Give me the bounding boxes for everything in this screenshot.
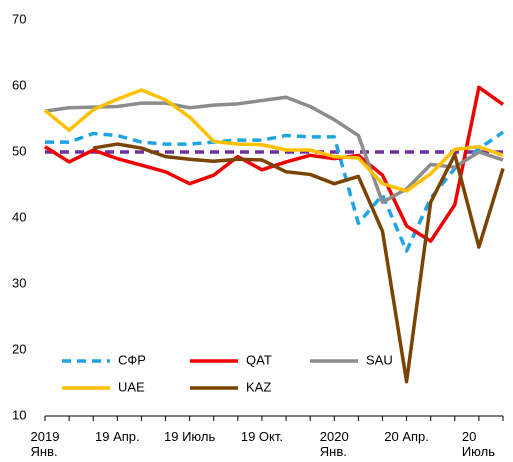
y-tick-label: 30 [12, 275, 26, 290]
x-tick-label: 19 Окт. [240, 429, 284, 444]
legend-label: KAZ [246, 379, 271, 394]
x-tick-label: 20 Июль [461, 429, 496, 459]
series-line [43, 88, 504, 193]
x-tick-label: 19 Июль [164, 429, 216, 444]
series-line [44, 95, 504, 204]
x-tick-label: 19 Апр. [95, 429, 140, 444]
legend-label: QAT [246, 352, 272, 367]
y-tick-label: 40 [12, 209, 26, 224]
series-line [45, 130, 504, 253]
y-tick-label: 70 [12, 11, 26, 26]
legend-label: SAU [366, 352, 393, 367]
series-line [92, 142, 505, 384]
y-tick-label: 20 [12, 341, 26, 356]
legend-label: СФР [118, 352, 146, 367]
x-tick-label: 20 Апр. [384, 429, 429, 444]
x-tick-label: 2020 Янв. [319, 429, 349, 459]
y-tick-label: 60 [12, 77, 26, 92]
y-tick-label: 50 [12, 143, 26, 158]
legend-label: UAE [118, 379, 145, 394]
x-tick-label: 2019 Янв. [30, 429, 60, 459]
y-tick-label: 10 [12, 407, 26, 422]
